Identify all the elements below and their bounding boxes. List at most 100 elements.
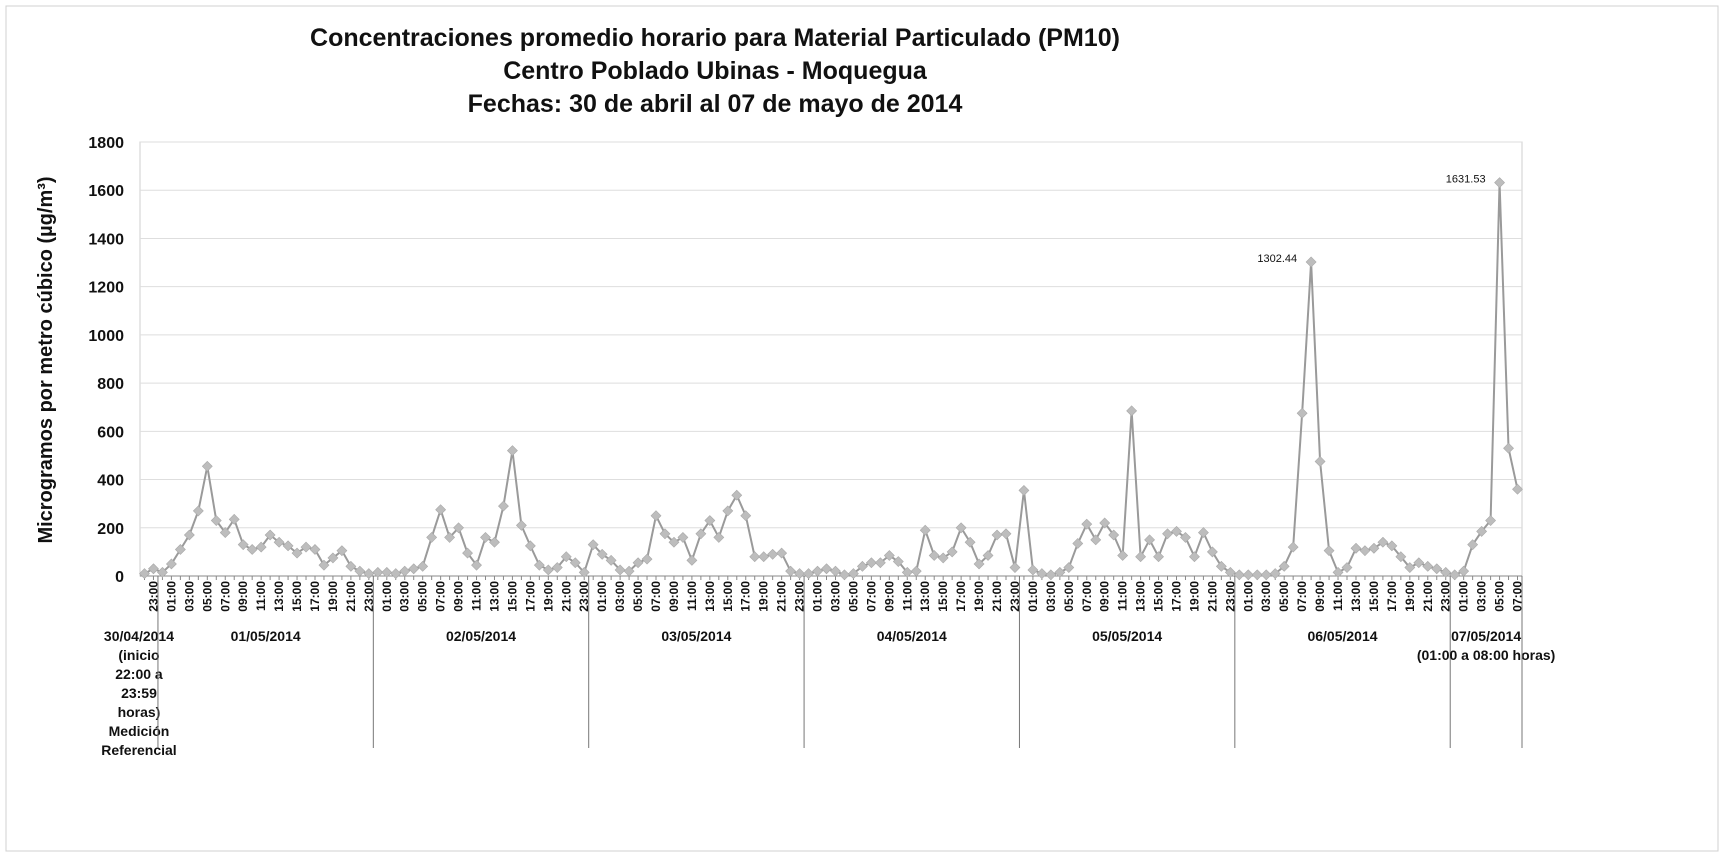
data-point — [363, 568, 375, 580]
data-point — [327, 552, 339, 564]
data-point — [228, 513, 240, 525]
y-tick-label: 200 — [97, 521, 124, 538]
data-point — [713, 531, 725, 543]
data-point — [273, 536, 285, 548]
data-point — [462, 547, 473, 559]
x-tick-label: 23:00 — [362, 581, 376, 612]
x-tick-label: 03:00 — [1044, 581, 1058, 612]
x-tick-label: 07:00 — [1511, 581, 1525, 612]
x-tick-label: 19:00 — [757, 581, 771, 612]
data-point — [282, 540, 294, 552]
group-label: 06/05/2014 — [1307, 628, 1377, 644]
group-label: 07/05/2014 — [1451, 628, 1521, 644]
x-tick-label: 19:00 — [541, 581, 555, 612]
x-tick-label: 01:00 — [595, 581, 609, 612]
data-point — [192, 505, 204, 517]
data-point — [668, 536, 680, 548]
data-point — [1341, 562, 1353, 573]
data-point — [210, 515, 222, 526]
x-tick-label: 11:00 — [254, 581, 268, 611]
data-point — [372, 566, 384, 578]
x-tick-label: 01:00 — [380, 581, 394, 612]
x-tick-label: 21:00 — [559, 581, 573, 612]
data-point — [1162, 528, 1173, 540]
data-point — [318, 559, 330, 571]
data-point — [973, 558, 985, 570]
data-point — [1000, 528, 1012, 540]
group-label: Medición — [109, 723, 170, 739]
data-point — [695, 528, 707, 540]
data-point — [1269, 568, 1281, 580]
data-point — [291, 547, 303, 559]
x-tick-label: 19:00 — [972, 581, 986, 612]
data-point — [865, 557, 877, 569]
x-tick-label: 07:00 — [1080, 581, 1094, 612]
x-tick-label: 05:00 — [846, 581, 860, 612]
data-point — [1332, 566, 1344, 578]
data-point — [1431, 563, 1443, 575]
x-tick-label: 09:00 — [452, 581, 466, 612]
x-tick-label: 19:00 — [326, 581, 340, 612]
x-tick-label: 17:00 — [523, 581, 537, 612]
data-point — [704, 515, 716, 526]
x-tick-label: 09:00 — [882, 581, 896, 612]
chart-subtitle: Centro Poblado Ubinas - Moquegua — [503, 57, 928, 85]
data-point — [1009, 562, 1021, 573]
x-tick-label: 01:00 — [1026, 581, 1040, 612]
y-axis-label: Microgramos por metro cúbico (µg/m³) — [35, 176, 57, 543]
x-tick-label: 07:00 — [1295, 581, 1309, 612]
data-point — [1072, 538, 1084, 549]
x-tick-label: 23:00 — [577, 581, 591, 612]
data-point — [183, 529, 195, 541]
data-point — [623, 565, 635, 577]
x-tick-label: 15:00 — [936, 581, 950, 612]
data-point — [1126, 405, 1138, 417]
data-point — [551, 562, 563, 573]
group-label: 05/05/2014 — [1092, 628, 1162, 644]
data-point — [1251, 569, 1263, 581]
x-tick-label: 13:00 — [272, 581, 286, 612]
x-tick-label: 13:00 — [1134, 581, 1148, 612]
y-tick-label: 1400 — [88, 231, 124, 248]
data-point — [139, 568, 150, 580]
data-point — [1296, 407, 1308, 419]
data-point — [776, 547, 788, 559]
data-point — [569, 557, 581, 569]
group-label: 22:00 a — [115, 666, 163, 682]
data-point — [1260, 569, 1272, 581]
x-tick-label: 03:00 — [1259, 581, 1273, 612]
data-point — [1108, 529, 1120, 541]
x-tick-label: 17:00 — [739, 581, 753, 612]
data-point — [928, 550, 940, 561]
y-tick-label: 1800 — [88, 135, 124, 152]
group-label: 30/04/2014 — [104, 628, 174, 644]
data-point — [1512, 483, 1523, 495]
data-point — [650, 510, 662, 522]
data-point — [937, 552, 949, 564]
data-point — [1404, 562, 1416, 573]
data-point — [883, 550, 895, 561]
data-point — [596, 548, 608, 560]
chart-dates: Fechas: 30 de abril al 07 de mayo de 201… — [468, 90, 963, 118]
x-tick-label: 01:00 — [811, 581, 825, 612]
data-point — [946, 546, 958, 558]
x-tick-label: 05:00 — [200, 581, 214, 612]
y-tick-label: 600 — [97, 424, 124, 441]
data-line — [144, 182, 1519, 576]
data-point — [794, 568, 806, 580]
group-label: 01/05/2014 — [231, 628, 301, 644]
data-point — [309, 544, 321, 555]
data-point — [1287, 541, 1299, 553]
data-point — [767, 548, 779, 560]
data-point — [560, 551, 572, 563]
data-point — [498, 500, 509, 512]
data-point — [1018, 484, 1030, 496]
data-point — [354, 565, 366, 577]
x-tick-label: 01:00 — [1457, 581, 1471, 612]
x-tick-label: 15:00 — [1152, 581, 1166, 612]
x-tick-label: 03:00 — [182, 581, 196, 612]
data-point — [803, 568, 814, 580]
data-point — [991, 529, 1003, 541]
x-tick-label: 07:00 — [864, 581, 878, 612]
data-point — [1305, 256, 1317, 268]
